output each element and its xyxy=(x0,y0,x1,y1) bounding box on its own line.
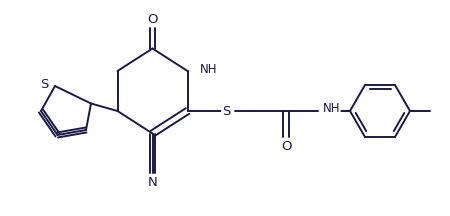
Text: NH: NH xyxy=(200,62,217,76)
Text: N: N xyxy=(148,176,157,189)
Text: NH: NH xyxy=(323,102,340,115)
Text: O: O xyxy=(147,13,158,25)
Text: S: S xyxy=(222,105,230,118)
Text: O: O xyxy=(281,140,291,152)
Text: S: S xyxy=(40,78,48,91)
